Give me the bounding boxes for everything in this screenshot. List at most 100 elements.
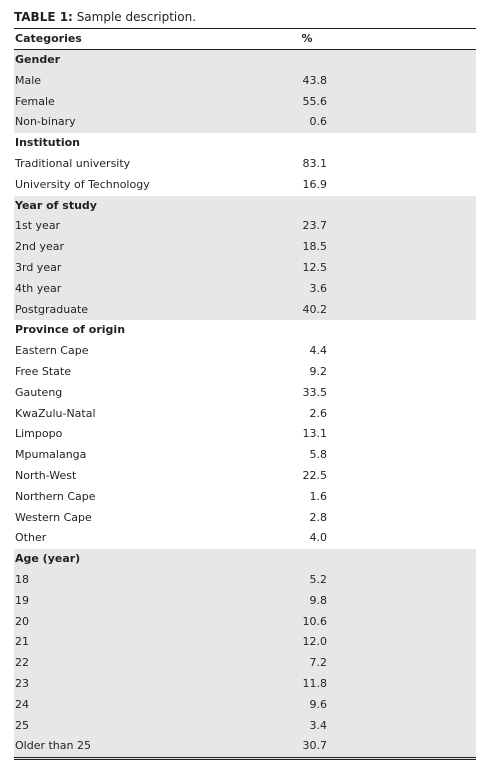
data-row: 1st year 23.7 [14, 216, 476, 238]
percent-cell: 18.5 [302, 240, 328, 254]
percent-cell: 5.8 [309, 448, 328, 462]
percent-cell: 9.8 [309, 593, 328, 607]
category-cell: Northern Cape [15, 489, 96, 503]
percent-cell: 10.6 [302, 614, 328, 628]
category-cell: 21 [15, 635, 29, 649]
section-row: Year of study [14, 195, 477, 217]
category-cell: Free State [15, 364, 71, 378]
category-cell: Eastern Cape [15, 344, 89, 358]
percent-cell: 4.4 [309, 344, 328, 358]
percent-cell: 30.7 [302, 739, 328, 753]
category-cell: North-West [15, 468, 77, 482]
percent-cell: 0.6 [309, 115, 328, 129]
percent-cell: 2.6 [309, 406, 328, 420]
category-cell: 23 [15, 676, 29, 690]
percent-cell: 11.8 [302, 676, 328, 690]
percent-cell: 16.9 [302, 177, 328, 191]
percent-cell: 43.8 [302, 73, 328, 87]
data-row: 24 9.6 [14, 694, 476, 716]
category-cell: Male [15, 73, 42, 87]
data-row: Western Cape 2.8 [14, 508, 476, 529]
category-cell: Western Cape [15, 510, 92, 524]
empty-cell [302, 133, 477, 154]
percent-cell: 83.1 [302, 156, 328, 170]
category-cell: Non-binary [15, 115, 76, 129]
data-row: Eastern Cape 4.4 [14, 341, 476, 362]
percent-cell: 33.5 [302, 385, 328, 399]
percent-cell: 9.2 [309, 364, 328, 378]
data-row: Postgraduate 40.2 [14, 299, 476, 321]
header-row: Categories % [14, 28, 476, 50]
data-row: North-West 22.5 [14, 466, 476, 487]
percent-cell: 7.2 [309, 656, 328, 670]
header-percent: % [301, 32, 313, 45]
category-cell: University of Technology [15, 177, 150, 191]
section-row: Gender [14, 49, 477, 71]
section-name: Institution [15, 136, 81, 150]
data-row: Limpopo 13.1 [14, 424, 476, 445]
data-row: 25 3.4 [14, 715, 476, 737]
category-cell: 1st year [15, 219, 61, 233]
data-row: Traditional university 83.1 [14, 154, 476, 175]
header-cell: Categories [14, 28, 302, 50]
data-row: KwaZulu-Natal 2.6 [14, 404, 476, 425]
data-row: Male 43.8 [14, 70, 476, 92]
data-row: 23 11.8 [14, 673, 476, 695]
category-cell: Other [15, 531, 47, 545]
percent-cell: 12.0 [302, 635, 328, 649]
data-row: 18 5.2 [14, 569, 476, 591]
percent-cell: 13.1 [302, 427, 328, 441]
category-cell: 4th year [15, 281, 62, 295]
section-name: Year of study [15, 198, 97, 212]
percent-cell: 23.7 [302, 219, 328, 233]
data-row: 20 10.6 [14, 611, 476, 633]
category-cell: Postgraduate [15, 302, 89, 316]
category-cell: 24 [15, 697, 29, 711]
data-row: Older than 25 30.7 [14, 736, 476, 759]
data-row: Northern Cape 1.6 [14, 487, 476, 508]
category-cell: 25 [15, 718, 29, 732]
percent-cell: 55.6 [302, 94, 328, 108]
section-row: Province of origin [14, 320, 476, 341]
percent-cell: 12.5 [302, 260, 328, 274]
data-row: 3rd year 12.5 [14, 257, 476, 279]
percent-cell: 40.2 [302, 302, 328, 316]
category-cell: 3rd year [15, 260, 62, 274]
data-row: 19 9.8 [14, 590, 476, 612]
empty-cell [302, 196, 477, 217]
category-cell: Gauteng [15, 385, 63, 399]
category-cell: 2nd year [15, 240, 64, 254]
category-cell: 19 [15, 593, 29, 607]
data-row: Non-binary 0.6 [14, 112, 476, 134]
sample-table: Categories % Gender Male 43.8 Female 55.6 Non… [14, 28, 477, 761]
data-row: University of Technology 16.9 [14, 175, 476, 196]
percent-cell: 3.6 [309, 281, 328, 295]
data-row: 21 12.0 [14, 632, 476, 654]
percent-cell: 4.0 [309, 531, 328, 545]
data-row: 22 7.2 [14, 653, 476, 674]
empty-cell [302, 549, 477, 570]
section-name: Age (year) [15, 552, 81, 566]
section-name: Province of origin [15, 323, 126, 337]
data-row: Gauteng 33.5 [14, 383, 476, 404]
empty-cell [302, 320, 477, 341]
empty-cell [302, 50, 477, 71]
category-cell: Traditional university [15, 156, 131, 170]
percent-cell: 22.5 [302, 468, 328, 482]
table-body: Gender Male 43.8 Female 55.6 Non-binary 0.6 Ins… [14, 49, 477, 759]
data-row: Free State 9.2 [14, 362, 476, 383]
data-row: Female 55.6 [14, 91, 476, 113]
category-cell: 18 [15, 572, 29, 586]
data-row: 4th year 3.6 [14, 278, 476, 300]
percent-cell: 3.4 [309, 718, 328, 732]
percent-cell: 9.6 [309, 697, 328, 711]
percent-cell: 1.6 [309, 489, 328, 503]
category-cell: 22 [15, 656, 29, 670]
data-row: Mpumalanga 5.8 [14, 445, 476, 466]
percent-cell: 2.8 [309, 510, 328, 524]
header-cell: % [301, 28, 476, 50]
section-row: Institution [14, 133, 476, 154]
percent-cell: 5.2 [309, 572, 328, 586]
section-row: Age (year) [14, 549, 476, 570]
